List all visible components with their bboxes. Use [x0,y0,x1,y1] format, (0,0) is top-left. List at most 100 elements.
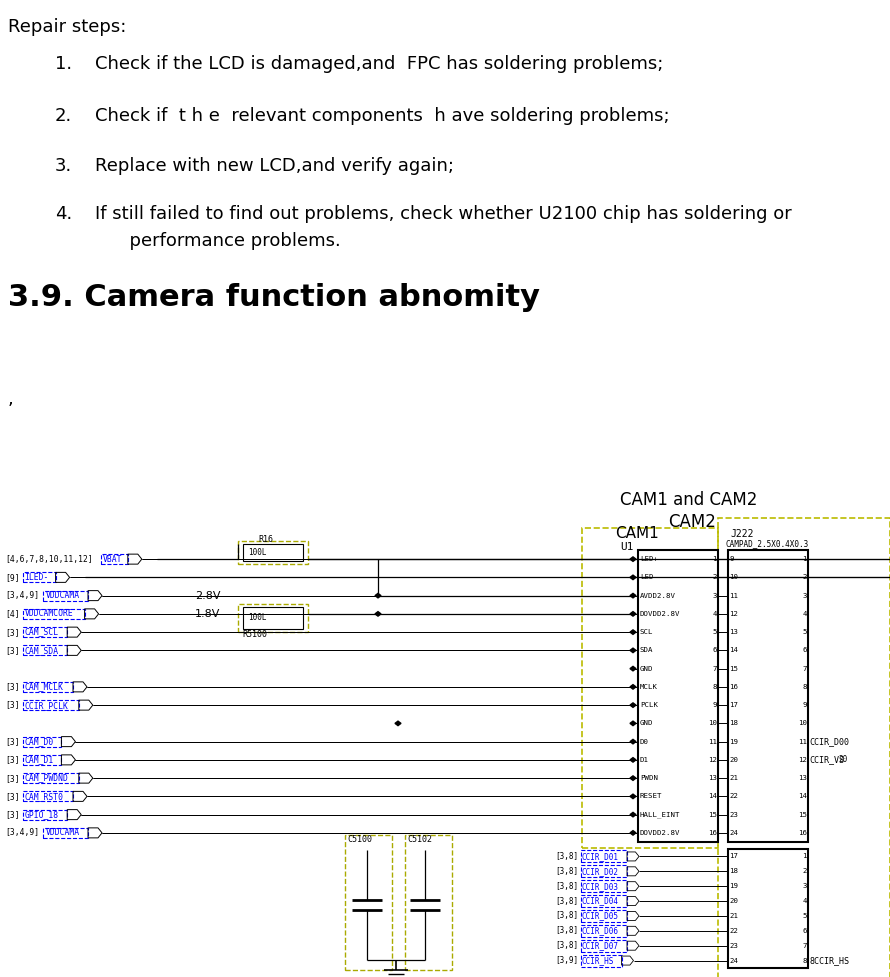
Text: [3]: [3] [5,627,20,637]
Polygon shape [630,666,636,671]
Text: [3,4,9]: [3,4,9] [5,591,39,600]
Text: 100L: 100L [248,548,266,557]
Polygon shape [630,740,636,743]
Text: CAM_PWDND: CAM_PWDND [25,774,69,783]
Bar [22,609,85,618]
Text: [3]: [3] [5,682,20,692]
Text: HALL_EINT: HALL_EINT [640,811,681,818]
Text: Check if the LCD is damaged,and  FPC has soldering problems;: Check if the LCD is damaged,and FPC has … [95,55,663,73]
Text: 22: 22 [729,793,738,799]
Polygon shape [630,830,636,835]
Text: D0: D0 [640,739,649,744]
Text: [3]: [3] [5,810,20,819]
Text: CAM_MCLK: CAM_MCLK [25,682,63,692]
Text: CCIR_VS: CCIR_VS [809,755,844,764]
Text: 13: 13 [798,775,807,782]
Text: 3: 3 [803,883,807,889]
Text: 5: 5 [803,629,807,635]
Bar [22,791,73,801]
Text: 2.: 2. [55,107,72,125]
Text: U1: U1 [620,542,634,552]
Text: 8: 8 [713,684,717,690]
Text: [3,8]: [3,8] [555,912,578,920]
Text: 19: 19 [729,883,738,889]
Text: 8CCIR_HS: 8CCIR_HS [809,956,849,965]
Text: CCIR_D03: CCIR_D03 [582,881,619,891]
Text: [3]: [3] [5,701,20,709]
Text: CCIR_D01: CCIR_D01 [582,852,619,861]
Text: CAM_D1: CAM_D1 [25,755,54,764]
Text: 15: 15 [708,812,717,818]
Text: 18: 18 [729,869,738,874]
Text: ILED-: ILED- [25,573,49,582]
Text: AVDD2.8V: AVDD2.8V [640,593,676,599]
Text: CAM1: CAM1 [615,527,659,541]
Text: 4.: 4. [55,205,72,223]
Text: 15: 15 [798,812,807,818]
Text: 24: 24 [729,829,738,836]
Text: 23: 23 [729,812,738,818]
Bar [581,910,627,922]
Text: 11: 11 [798,739,807,744]
Text: 17: 17 [729,854,738,860]
Text: 3.: 3. [55,157,72,175]
Text: CAM2: CAM2 [668,513,716,531]
Text: [3]: [3] [5,792,20,801]
Text: ,: , [8,390,13,408]
Text: 12: 12 [729,611,738,616]
Text: 4: 4 [803,898,807,904]
Text: CAM_D0: CAM_D0 [25,737,54,746]
Text: 20: 20 [838,755,847,764]
Text: 22: 22 [729,928,738,934]
Text: 16: 16 [729,684,738,690]
Bar [22,737,61,746]
Text: 6: 6 [803,928,807,934]
Text: PCLK: PCLK [640,702,658,708]
Text: GPIO_18: GPIO_18 [25,810,59,819]
Text: Check if  t h e  relevant components  h ave soldering problems;: Check if t h e relevant components h ave… [95,107,669,125]
Polygon shape [630,794,636,798]
Text: 12: 12 [798,757,807,763]
Text: [3,8]: [3,8] [555,941,578,951]
Polygon shape [630,721,636,726]
Text: [3]: [3] [5,737,20,746]
Text: 4: 4 [803,611,807,616]
Bar [243,544,303,561]
Text: CCIR_D07: CCIR_D07 [582,941,619,951]
Text: CCIR_D06: CCIR_D06 [582,926,619,935]
Text: VDDCAMA: VDDCAMA [45,591,79,600]
Text: CCIR_D04: CCIR_D04 [582,897,619,906]
Text: GND: GND [640,665,653,671]
Text: 17: 17 [729,702,738,708]
Text: VDDCAMCORE: VDDCAMCORE [25,610,73,618]
Polygon shape [630,575,636,579]
Text: 9: 9 [729,556,733,562]
Text: performance problems.: performance problems. [95,232,341,250]
Bar [22,810,68,820]
Text: 16: 16 [798,829,807,836]
Text: CCIR_D05: CCIR_D05 [582,912,619,920]
Text: 23: 23 [729,943,738,949]
Text: SCL: SCL [640,629,653,635]
Text: CAM_RST0: CAM_RST0 [25,792,63,801]
Bar [44,591,88,601]
Text: C5102: C5102 [407,835,432,844]
Text: 9: 9 [713,702,717,708]
Text: [3,9]: [3,9] [555,956,578,965]
Text: [3]: [3] [5,774,20,783]
Text: 6: 6 [713,648,717,654]
Polygon shape [630,557,636,562]
Bar [582,528,718,848]
Text: 6: 6 [803,648,807,654]
Text: CCIR_D02: CCIR_D02 [582,867,619,875]
Bar [405,835,452,970]
Polygon shape [630,757,636,762]
Text: 2: 2 [803,574,807,580]
Text: 3: 3 [713,593,717,599]
Bar [238,604,308,632]
Text: CCIR_PCLK: CCIR_PCLK [25,701,69,709]
Bar [345,835,392,970]
Polygon shape [630,593,636,598]
Polygon shape [630,812,636,817]
Text: If still failed to find out problems, check whether U2100 chip has soldering or: If still failed to find out problems, ch… [95,205,792,223]
